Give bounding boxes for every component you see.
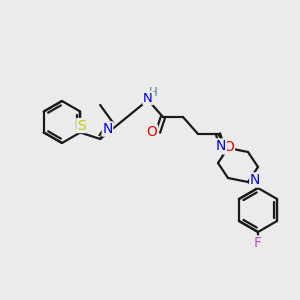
Text: N: N	[143, 92, 153, 104]
Text: F: F	[254, 236, 262, 250]
Text: N: N	[216, 139, 226, 153]
Text: H: H	[148, 86, 158, 100]
Text: N: N	[102, 122, 113, 136]
Text: N: N	[250, 173, 260, 187]
Text: S: S	[77, 118, 85, 133]
Text: O: O	[147, 125, 158, 139]
Text: O: O	[224, 140, 234, 154]
